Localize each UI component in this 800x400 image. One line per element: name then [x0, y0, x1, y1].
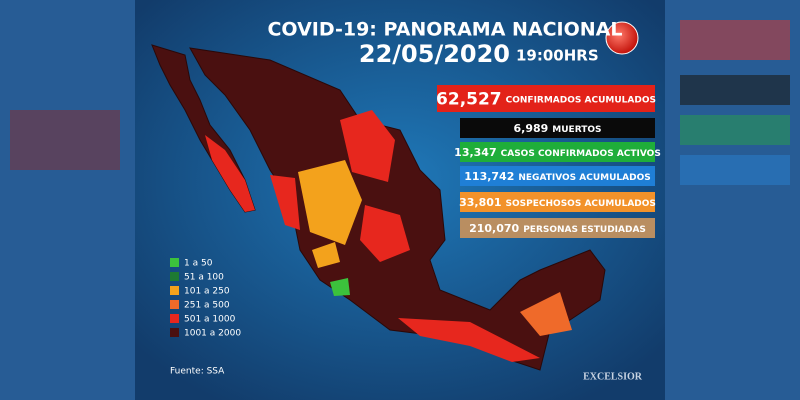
blur-right-shape: [680, 20, 790, 60]
state-red: [398, 318, 540, 362]
stat-text: 113,742 NEGATIVOS ACUMULADOS: [464, 170, 650, 183]
legend-label: 101 a 250: [184, 287, 230, 297]
stat-label: PERSONAS ESTUDIADAS: [523, 225, 646, 235]
stat-label: MUERTOS: [552, 125, 601, 135]
blur-right: [665, 0, 800, 400]
state-green: [330, 278, 350, 296]
stat-label: SOSPECHOSOS ACUMULADOS: [506, 199, 656, 209]
stat-box: [460, 118, 655, 138]
state-orange-2: [520, 292, 572, 336]
state-red: [360, 205, 410, 262]
stat-label: CONFIRMADOS ACUMULADOS: [506, 95, 656, 105]
stat-number: 33,801: [459, 196, 501, 209]
legend-swatch: [170, 258, 179, 267]
blur-left-shape: [10, 110, 120, 170]
globe-icon: [605, 21, 639, 55]
stat-number: 13,347: [454, 146, 496, 159]
legend-label: 251 a 500: [184, 301, 230, 311]
stat-text: 13,347 CASOS CONFIRMADOS ACTIVOS: [454, 146, 661, 159]
blur-left: [0, 0, 135, 400]
blur-right-shape: [680, 75, 790, 105]
stat-box: [460, 192, 655, 212]
stat-number: 113,742: [464, 170, 514, 183]
stat-box: [460, 142, 655, 162]
baja-california-sur: [205, 135, 255, 212]
stat-text: 33,801 SOSPECHOSOS ACUMULADOS: [459, 196, 656, 209]
stat-number: 6,989: [513, 122, 548, 135]
legend-swatch: [170, 314, 179, 323]
stat-text: 6,989 MUERTOS: [513, 122, 601, 135]
legend-swatch: [170, 272, 179, 281]
legend-swatch: [170, 286, 179, 295]
state-orange: [312, 242, 340, 268]
state-red: [340, 110, 395, 182]
legend: 1 a 50 51 a 100 101 a 250 251 a 500 501 a 10…: [170, 258, 241, 339]
stat-number: 62,527: [436, 90, 502, 110]
time: 19:00HRS: [516, 47, 599, 65]
date: 22/05/2020: [359, 40, 510, 68]
stat-text: 210,070 PERSONAS ESTUDIADAS: [469, 222, 646, 235]
map: [151, 44, 606, 371]
state-red: [270, 175, 300, 230]
stat-label: CASOS CONFIRMADOS ACTIVOS: [501, 149, 661, 159]
state-orange: [298, 160, 362, 245]
blur-right-shape: [680, 115, 790, 145]
legend-label: 1001 a 2000: [184, 329, 241, 339]
stat-box: [460, 166, 655, 186]
brand: EXCELSIOR: [583, 371, 643, 382]
title: COVID-19: PANORAMA NACIONAL: [267, 19, 622, 41]
stats: 62,527 CONFIRMADOS ACUMULADOS 6,989 MUERTOS…: [436, 85, 661, 238]
legend-label: 1 a 50: [184, 259, 213, 269]
stat-number: 210,070: [469, 222, 519, 235]
stat-box: [437, 85, 655, 112]
source: Fuente: SSA: [170, 367, 225, 377]
stat-text: 62,527 CONFIRMADOS ACUMULADOS: [436, 90, 656, 110]
legend-swatch: [170, 300, 179, 309]
legend-swatch: [170, 328, 179, 337]
blur-right-shape: [680, 155, 790, 185]
legend-label: 51 a 100: [184, 273, 224, 283]
stat-box: [460, 218, 655, 238]
legend-label: 501 a 1000: [184, 315, 236, 325]
stat-label: NEGATIVOS ACUMULADOS: [518, 173, 650, 183]
